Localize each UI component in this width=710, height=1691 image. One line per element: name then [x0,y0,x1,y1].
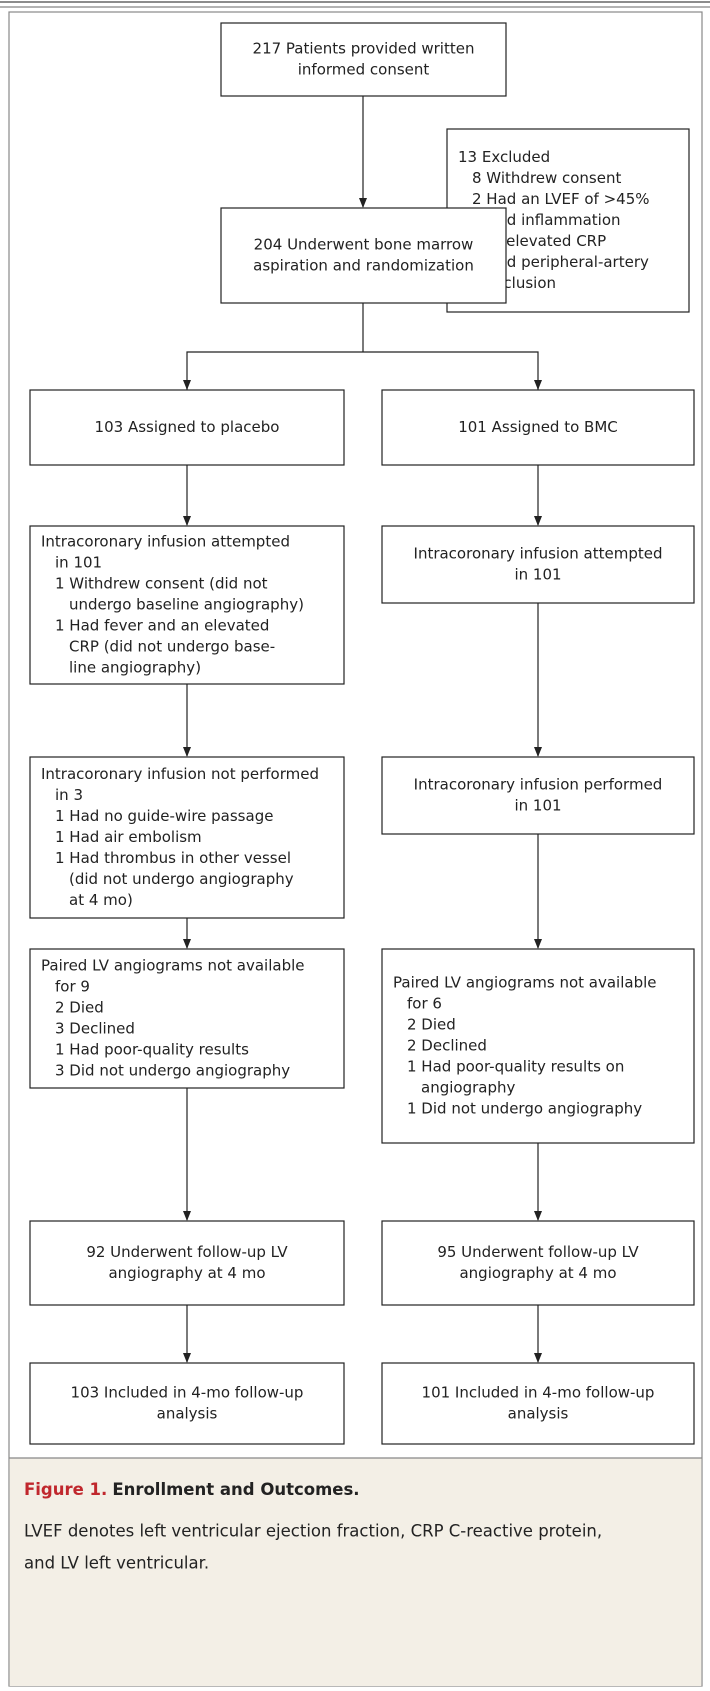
flow-box: 95 Underwent follow-up LV angiography at … [381,1220,695,1306]
box-text: at 4 mo) [69,891,133,909]
box-text: CRP (did not undergo base- [69,638,275,656]
box-text: aspiration and randomization [253,257,474,275]
box-text: 2 Had inflammation [472,211,621,229]
flow-box: 101 Assigned to BMC [381,389,695,466]
box-text: in 101 [514,797,561,815]
box-text: 2 Died [407,1016,456,1034]
box-text: 1 Had fever and an elevated [55,617,269,635]
box-text: 13 Excluded [458,148,550,166]
connector [186,351,539,390]
box-text: 1 Had poor-quality results [55,1041,249,1059]
box [381,1220,695,1306]
box-text: 1 Had poor-quality results on [407,1058,624,1076]
box-text: 103 Included in 4-mo follow-up [71,1384,304,1402]
box-text: Intracoronary infusion attempted [41,533,290,551]
caption-title: Figure 1. Enrollment and Outcomes. [24,1480,360,1499]
box-text: angiography at 4 mo [108,1264,265,1282]
box-text: analysis [157,1405,218,1423]
flow-box: Intracoronary infusion performed in 101 [381,756,695,835]
box-text: 1 Had peripheral-artery [472,253,649,271]
box [29,756,345,919]
box-text: 2 Died [55,999,104,1017]
box-text: 92 Underwent follow-up LV [86,1243,288,1261]
box-text: in 3 [55,786,83,804]
box-text: in 101 [514,566,561,584]
box-text: 101 Assigned to BMC [458,418,618,436]
box-text: or elevated CRP [486,232,606,250]
box [381,525,695,604]
box-text: angiography at 4 mo [459,1264,616,1282]
caption-text: LVEF denotes left ventricular ejection f… [24,1522,602,1541]
flow-box: 92 Underwent follow-up LV angiography at … [29,1220,345,1306]
box [29,1362,345,1445]
box-text: 1 Had air embolism [55,828,202,846]
box-text: informed consent [298,61,430,79]
box-text: 3 Did not undergo angiography [55,1062,290,1080]
flow-box: 103 Included in 4-mo follow-up analysis [29,1362,345,1445]
box-text: Paired LV angiograms not available [41,957,305,975]
box-text: 8 Withdrew consent [472,169,621,187]
flow-box: Intracoronary infusion attempted in 101 [381,525,695,604]
flow-box: 103 Assigned to placebo [29,389,345,466]
box-text: line angiography) [69,659,201,677]
caption-heading: Enrollment and Outcomes. [112,1480,359,1499]
box-text: (did not undergo angiography [69,870,294,888]
box-text: 217 Patients provided written [253,40,475,58]
box [220,207,507,304]
box [381,756,695,835]
caption-label: Figure 1. [24,1480,107,1499]
box-text: Intracoronary infusion performed [414,776,663,794]
box-text: analysis [508,1405,569,1423]
box-text: 101 Included in 4-mo follow-up [422,1384,655,1402]
flow-box: Paired LV angiograms not available for 9 2… [29,948,345,1089]
box-text: 1 Had thrombus in other vessel [55,849,291,867]
box-text: for 9 [55,978,90,996]
box-text: Paired LV angiograms not available [393,974,657,992]
box [381,389,695,466]
flow-box: Paired LV angiograms not available for 6 2… [381,948,695,1144]
caption-background [9,1458,702,1686]
flow-box: 217 Patients provided written informed co… [220,22,507,97]
box-text: 95 Underwent follow-up LV [437,1243,639,1261]
box [381,948,695,1144]
box-text: undergo baseline angiography) [69,596,304,614]
box-text: 1 Withdrew consent (did not [55,575,268,593]
flow-box: 204 Underwent bone marrow aspiration and … [220,207,507,304]
flow-box: Intracoronary infusion attempted in 101 1 … [29,525,345,685]
box [29,389,345,466]
flow-box: Intracoronary infusion not performed in 3… [29,756,345,919]
box-text: 2 Had an LVEF of >45% [472,190,650,208]
box-text: 1 Did not undergo angiography [407,1100,642,1118]
box-text: in 101 [55,554,102,572]
box-text: for 6 [407,995,442,1013]
box-text: 2 Declined [407,1037,487,1055]
box-text: 3 Declined [55,1020,135,1038]
box-text: angiography [421,1079,515,1097]
box-text: 1 Had no guide-wire passage [55,807,273,825]
box [29,948,345,1089]
box-text: 204 Underwent bone marrow [254,236,474,254]
connectors [183,96,542,1363]
box-text: Intracoronary infusion attempted [414,545,663,563]
box [29,525,345,685]
box [29,1220,345,1306]
box-text: Intracoronary infusion not performed [41,765,319,783]
box [220,22,507,97]
caption-text: and LV left ventricular. [24,1554,209,1573]
box [381,1362,695,1445]
flow-box: 101 Included in 4-mo follow-up analysis [381,1362,695,1445]
box-text: 103 Assigned to placebo [95,418,280,436]
